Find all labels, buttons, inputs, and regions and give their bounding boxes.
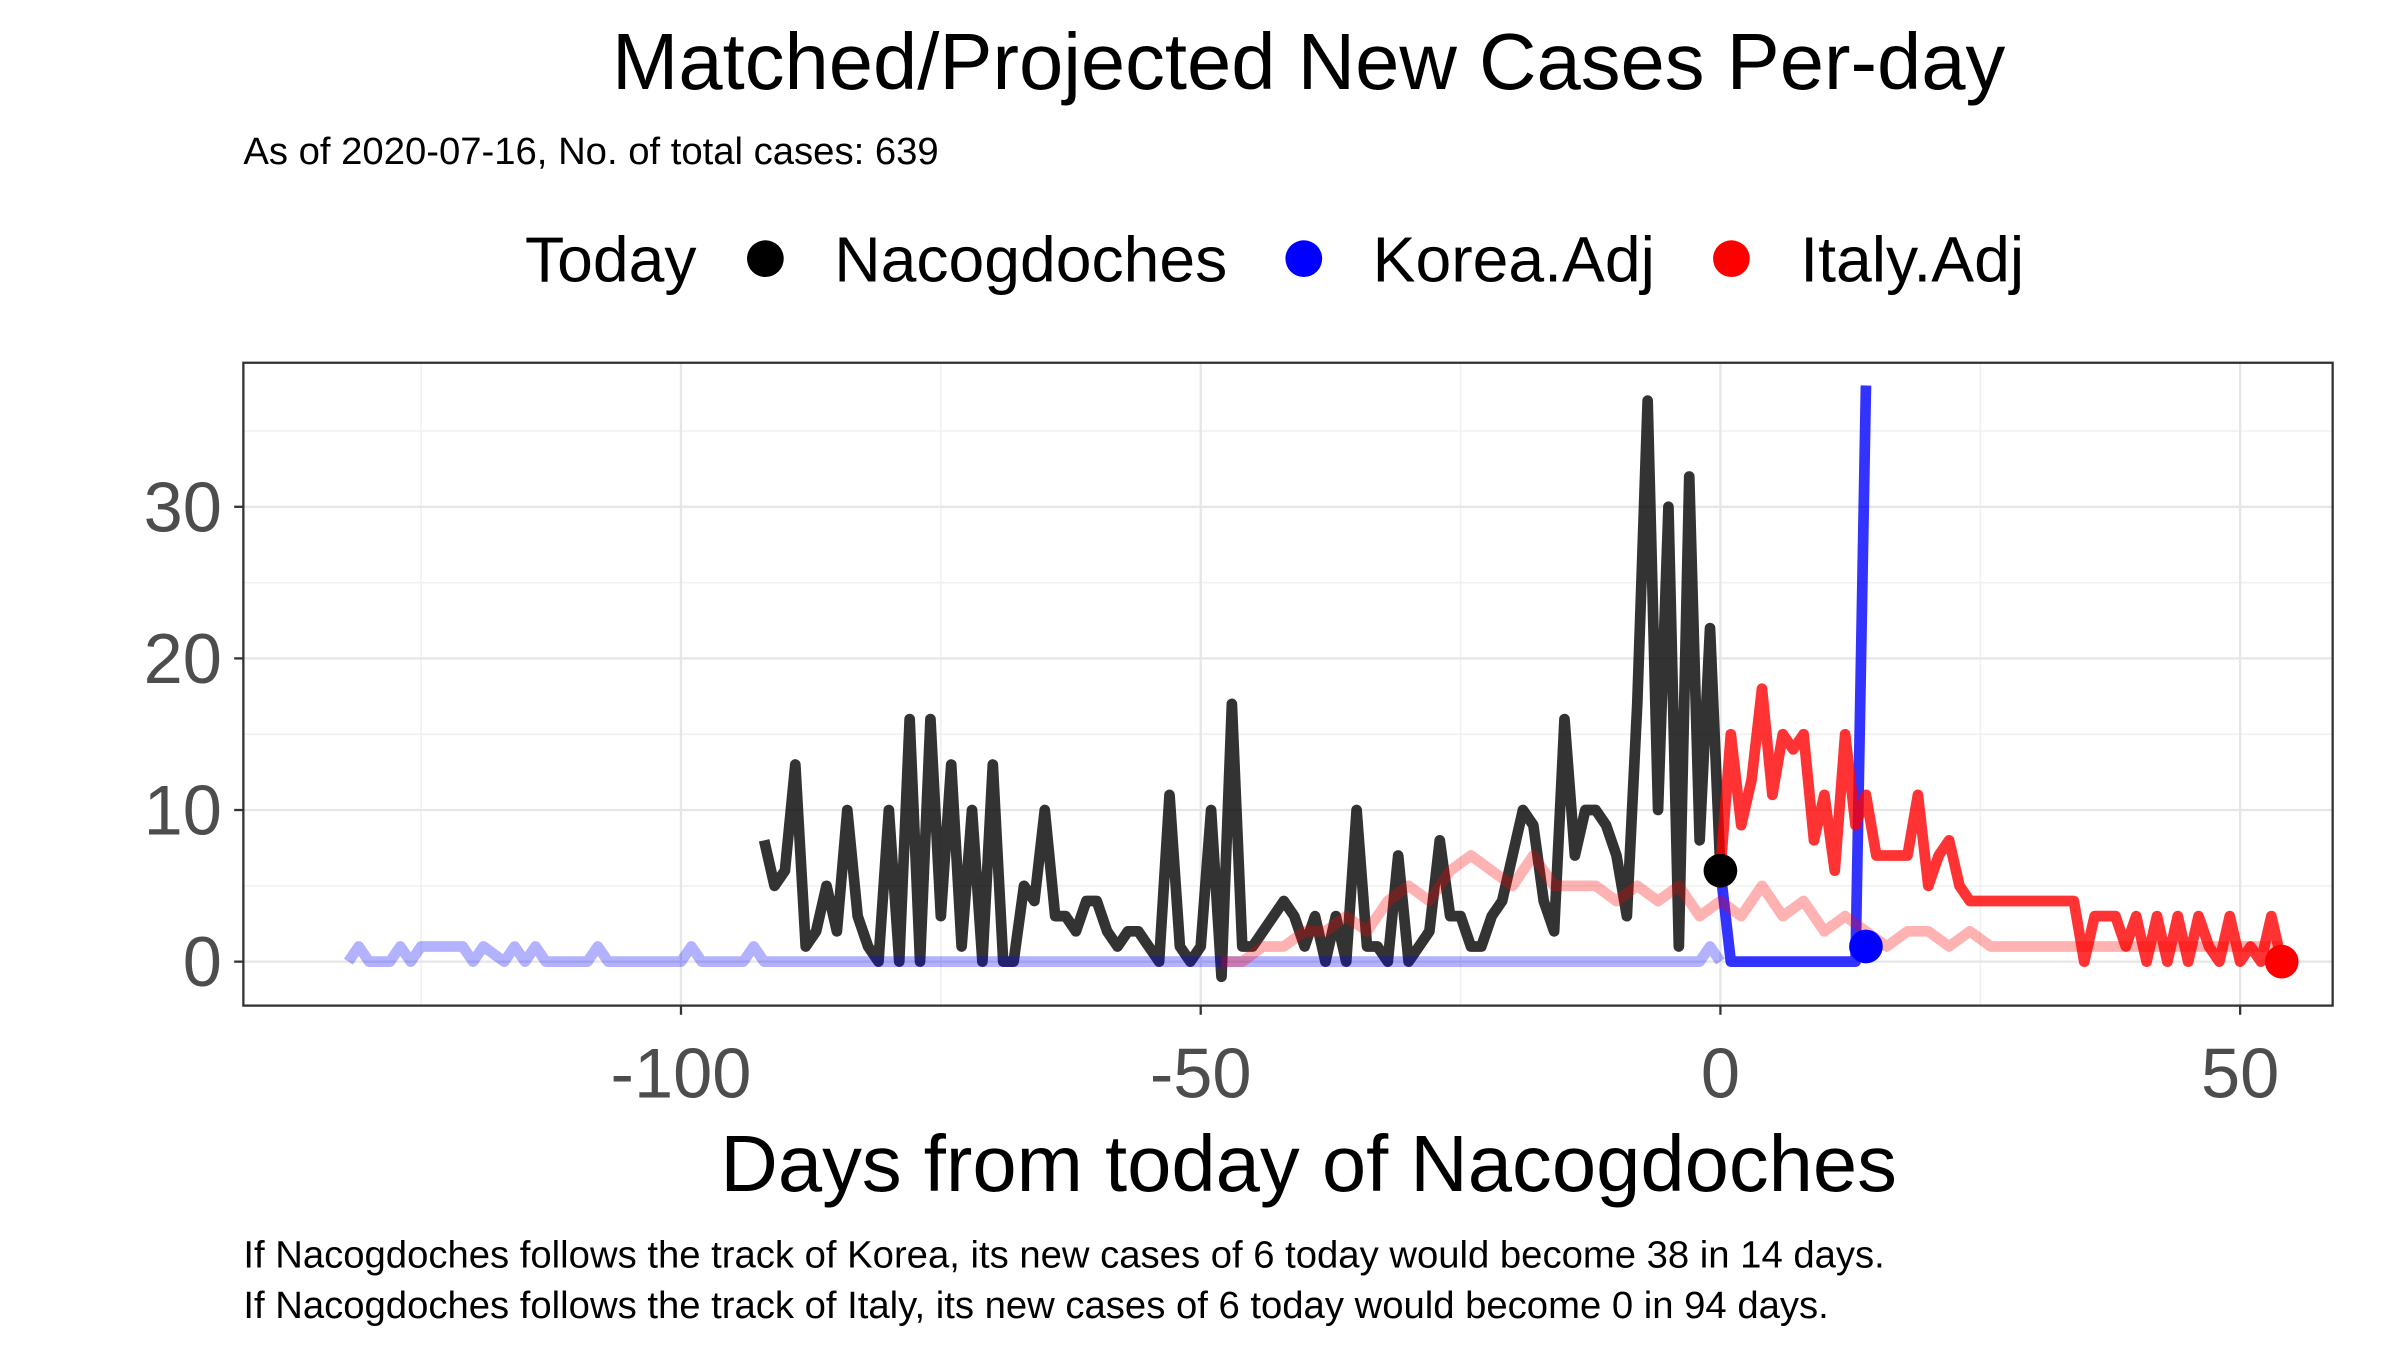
- chart-title: Matched/Projected New Cases Per-day: [612, 17, 2005, 106]
- x-tick-label: -100: [611, 1033, 752, 1112]
- legend-label: Korea.Adj: [1373, 224, 1655, 296]
- series-line: [1221, 850, 2282, 968]
- y-tick-label: 30: [144, 467, 222, 546]
- legend-marker: [1285, 240, 1323, 278]
- caption: If Nacogdoches follows the track of Ital…: [243, 1284, 1828, 1327]
- legend-marker: [1713, 240, 1750, 278]
- legend-title: Today: [525, 224, 697, 296]
- y-tick-label: 20: [144, 619, 222, 698]
- legend-marker: [747, 240, 784, 278]
- x-axis-label: Days from today of Nacogdoches: [720, 1119, 1897, 1208]
- legend-label: Nacogdoches: [834, 224, 1227, 296]
- series-line: [1715, 683, 2287, 968]
- subtitle: As of 2020-07-16, No. of total cases: 63…: [243, 130, 938, 173]
- caption: If Nacogdoches follows the track of Kore…: [243, 1233, 1884, 1276]
- today-point: [1703, 853, 1738, 888]
- today-point: [2264, 944, 2299, 979]
- series-line: [343, 941, 1725, 968]
- today-point: [1849, 929, 1883, 964]
- series-line: [758, 395, 1726, 983]
- x-tick-label: 50: [2201, 1033, 2279, 1112]
- y-tick-label: 10: [144, 771, 222, 850]
- plot-border: [242, 361, 2334, 1007]
- x-tick-label: 0: [1701, 1033, 1740, 1112]
- legend-label: Italy.Adj: [1800, 224, 2024, 296]
- x-tick-label: -50: [1150, 1033, 1252, 1112]
- y-tick-label: 0: [183, 922, 222, 1001]
- series-line: [1715, 385, 1872, 968]
